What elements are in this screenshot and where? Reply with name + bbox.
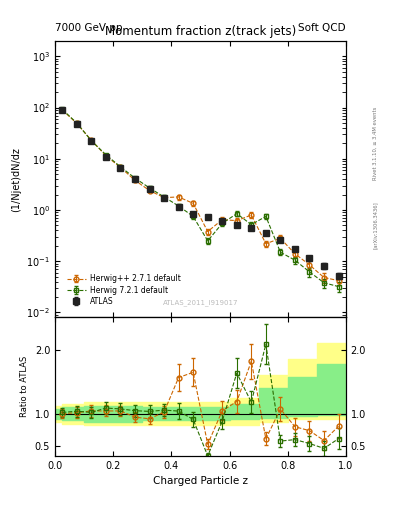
Y-axis label: (1/Njet)dN/dz: (1/Njet)dN/dz [11,147,21,211]
Title: Momentum fraction z(track jets): Momentum fraction z(track jets) [105,26,296,38]
Y-axis label: Ratio to ATLAS: Ratio to ATLAS [20,356,29,417]
Legend: Herwig++ 2.7.1 default, Herwig 7.2.1 default, ATLAS: Herwig++ 2.7.1 default, Herwig 7.2.1 def… [65,272,183,308]
Text: Soft QCD: Soft QCD [298,23,346,33]
Text: [arXiv:1306.3436]: [arXiv:1306.3436] [373,201,378,249]
Text: Rivet 3.1.10, ≥ 3.4M events: Rivet 3.1.10, ≥ 3.4M events [373,106,378,180]
Text: ATLAS_2011_I919017: ATLAS_2011_I919017 [163,300,238,306]
Text: 7000 GeV pp: 7000 GeV pp [55,23,123,33]
X-axis label: Charged Particle z: Charged Particle z [153,476,248,486]
